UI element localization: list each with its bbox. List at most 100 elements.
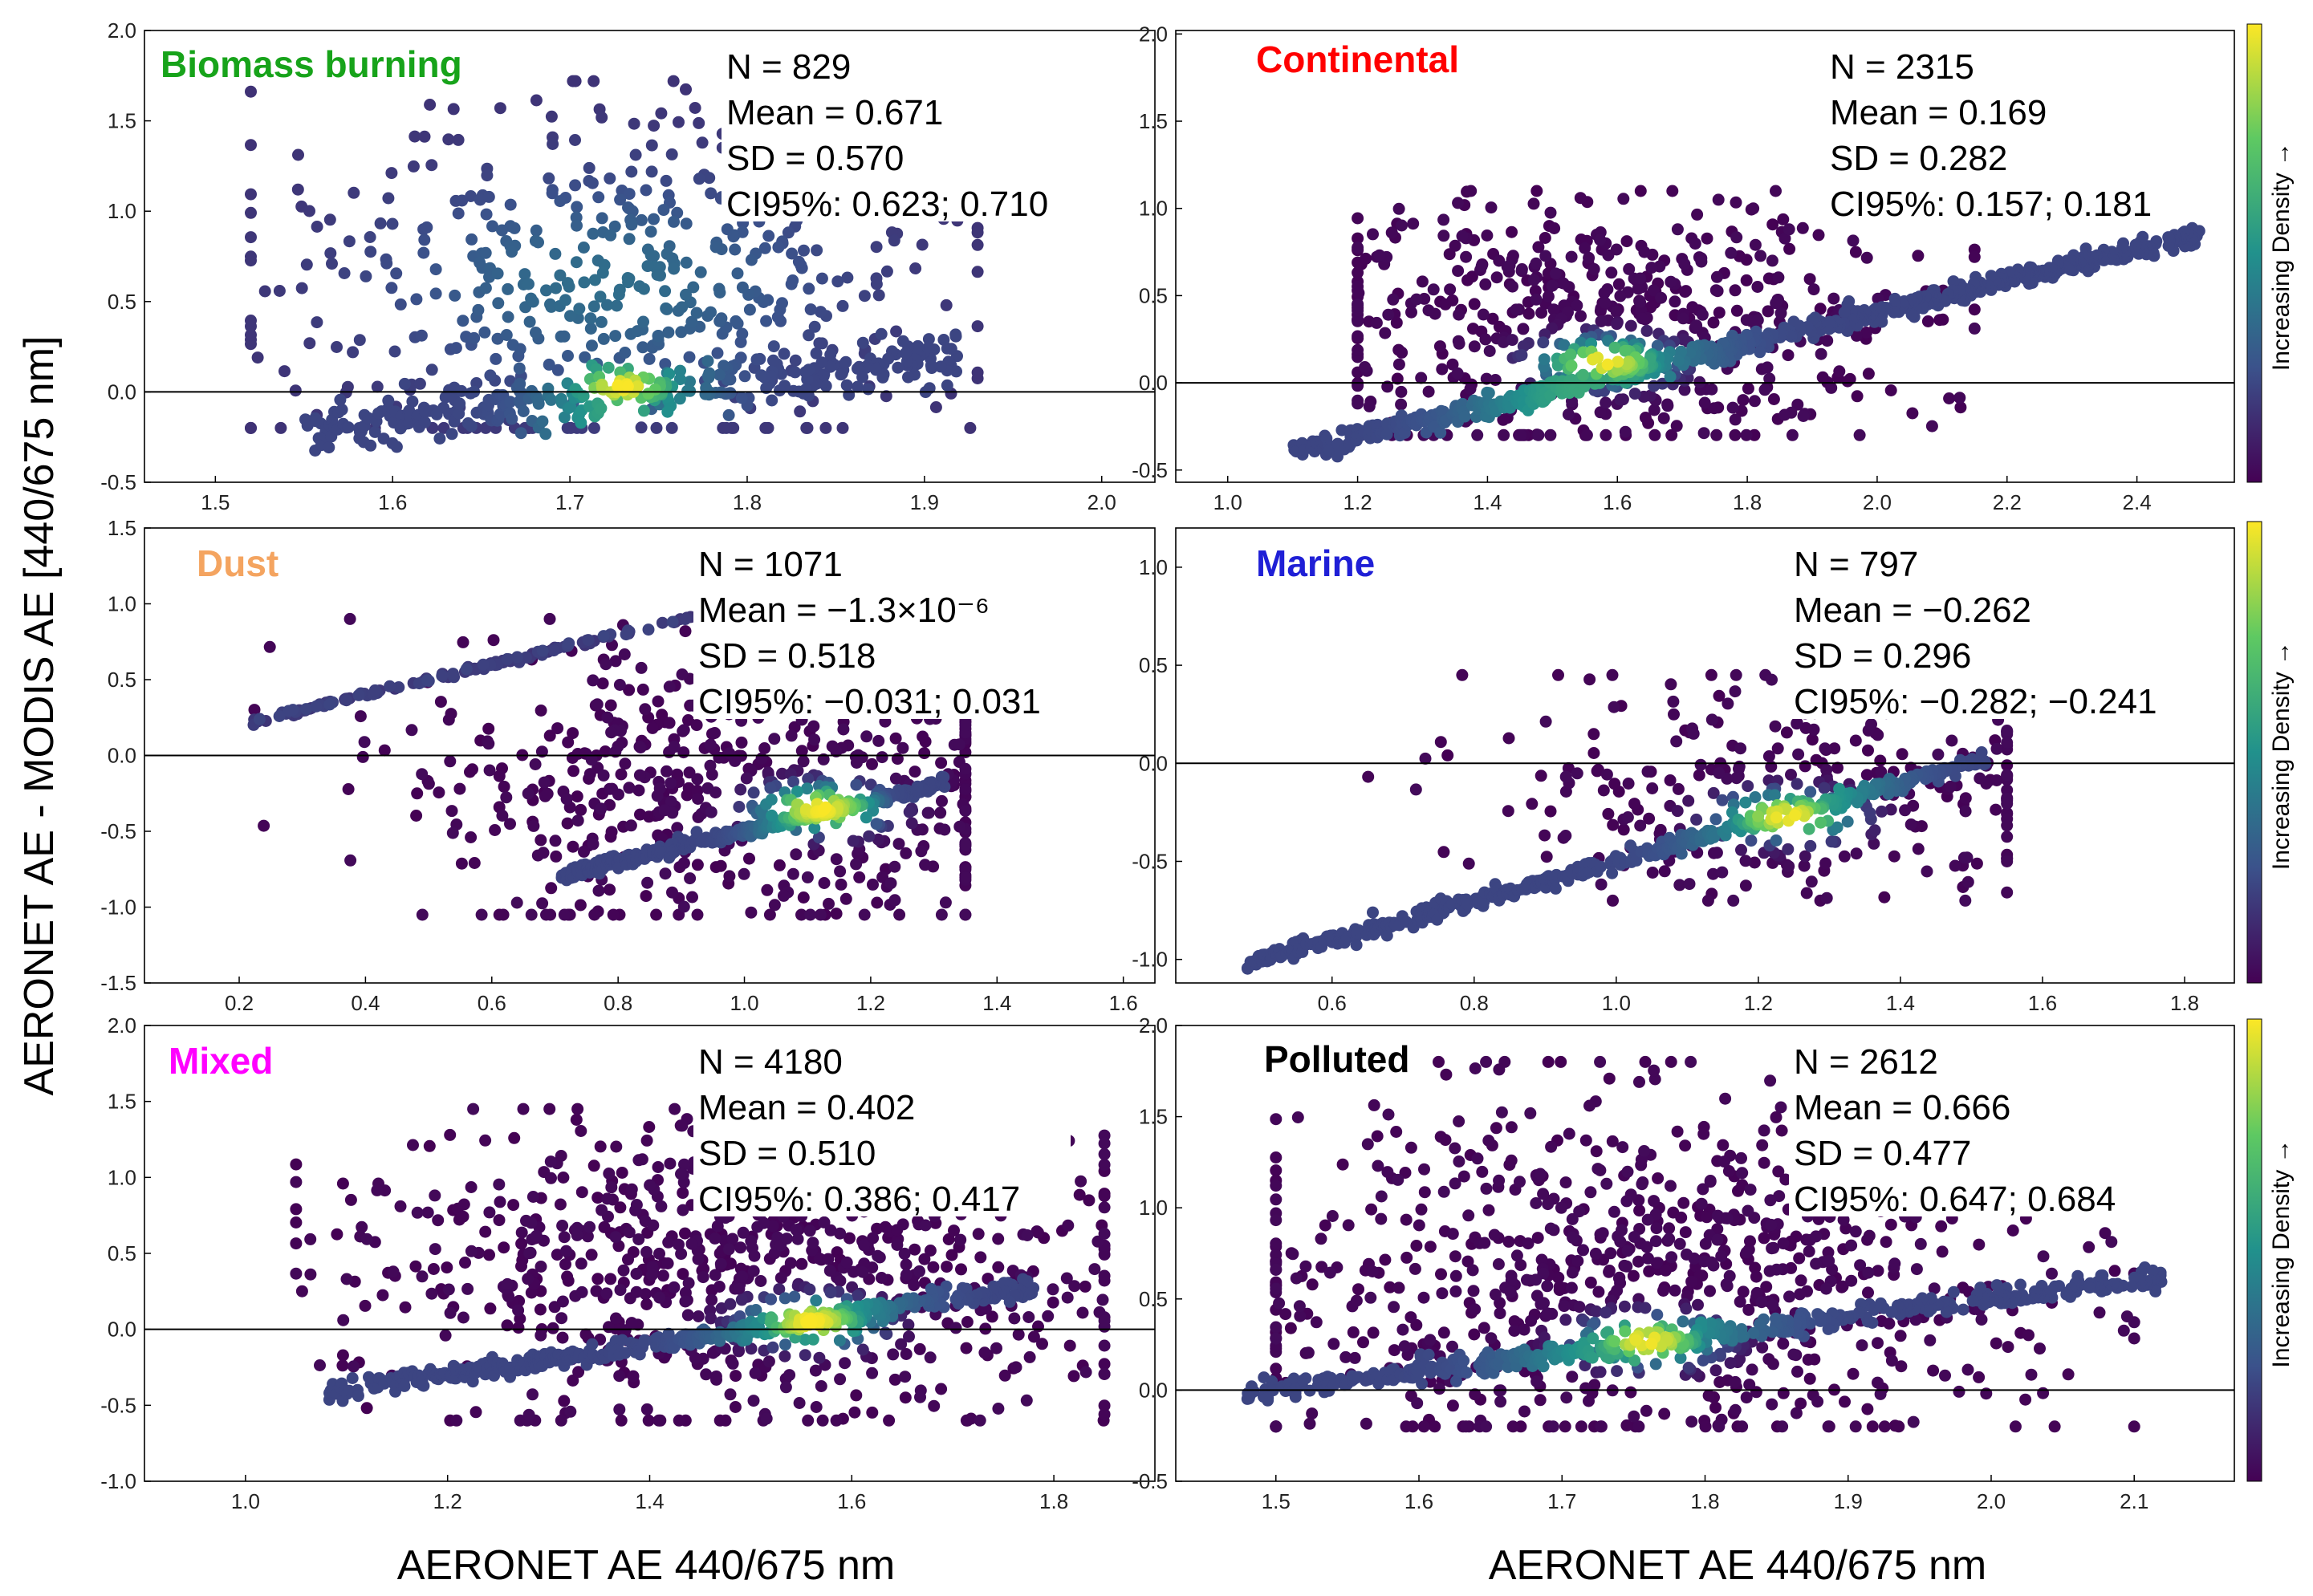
data-point bbox=[510, 896, 523, 909]
data-point bbox=[1643, 812, 1656, 825]
data-point bbox=[425, 159, 438, 172]
data-point bbox=[314, 1359, 326, 1371]
data-point bbox=[1862, 744, 1874, 757]
data-point bbox=[867, 878, 879, 891]
data-point bbox=[1791, 778, 1803, 790]
data-point bbox=[1959, 792, 1972, 805]
data-point bbox=[1446, 294, 1459, 307]
data-point bbox=[1544, 206, 1557, 219]
data-point bbox=[998, 1369, 1011, 1382]
data-point bbox=[841, 271, 854, 284]
data-point bbox=[1010, 1361, 1022, 1374]
data-point bbox=[331, 341, 343, 353]
data-point bbox=[1825, 835, 1838, 848]
data-point bbox=[1503, 259, 1516, 272]
data-point bbox=[790, 1224, 803, 1237]
data-point bbox=[586, 177, 599, 189]
data-point bbox=[394, 298, 407, 311]
data-point bbox=[304, 1233, 317, 1245]
data-point bbox=[880, 390, 892, 403]
data-point bbox=[1787, 315, 1800, 328]
data-point bbox=[883, 1414, 896, 1427]
data-point bbox=[870, 272, 883, 285]
data-point bbox=[875, 1272, 888, 1284]
data-point bbox=[633, 741, 646, 753]
data-point bbox=[596, 677, 609, 690]
data-point bbox=[686, 891, 698, 904]
data-point bbox=[595, 802, 608, 815]
data-point bbox=[738, 370, 751, 383]
data-point bbox=[1083, 1194, 1096, 1207]
data-point bbox=[747, 786, 760, 799]
data-point bbox=[709, 1370, 722, 1383]
data-point bbox=[559, 1258, 571, 1271]
data-point bbox=[517, 1103, 530, 1115]
data-point bbox=[1792, 748, 1805, 761]
data-point bbox=[872, 289, 885, 302]
data-point bbox=[1752, 810, 1765, 822]
y-tick-label: -0.5 bbox=[1132, 849, 1168, 873]
data-point bbox=[1595, 315, 1608, 327]
data-point bbox=[483, 1249, 495, 1261]
data-point bbox=[652, 695, 665, 708]
data-point bbox=[360, 1402, 373, 1415]
data-point bbox=[1608, 701, 1620, 713]
data-point bbox=[1008, 1312, 1021, 1325]
data-point bbox=[530, 94, 543, 107]
data-point bbox=[1565, 250, 1578, 263]
data-point bbox=[579, 351, 591, 363]
data-point bbox=[541, 787, 554, 800]
data-point bbox=[856, 1265, 869, 1278]
x-tick-label: 1.9 bbox=[910, 490, 939, 514]
data-point bbox=[934, 806, 947, 819]
data-point bbox=[592, 191, 605, 204]
data-point bbox=[409, 1260, 422, 1273]
data-point bbox=[614, 1201, 627, 1214]
data-point bbox=[733, 1282, 746, 1295]
data-point bbox=[1020, 1394, 1033, 1407]
data-point bbox=[736, 281, 749, 294]
panel-title: Marine bbox=[1256, 542, 1375, 584]
data-point bbox=[660, 174, 673, 187]
data-point bbox=[682, 1277, 695, 1289]
data-point bbox=[594, 290, 607, 303]
data-point bbox=[839, 1357, 852, 1370]
data-point bbox=[1352, 397, 1364, 410]
data-point bbox=[609, 655, 622, 668]
data-point bbox=[1468, 340, 1481, 353]
data-point bbox=[1762, 272, 1775, 285]
data-point bbox=[512, 1304, 525, 1317]
data-point bbox=[480, 208, 493, 221]
data-point bbox=[583, 161, 596, 174]
data-point bbox=[921, 806, 934, 819]
data-point bbox=[766, 809, 778, 822]
data-point bbox=[1730, 668, 1742, 681]
x-tick-label: 1.2 bbox=[856, 991, 885, 1015]
data-point bbox=[640, 1245, 652, 1258]
data-point bbox=[1619, 425, 1632, 438]
data-point bbox=[680, 256, 693, 269]
data-point bbox=[571, 219, 583, 232]
data-point bbox=[959, 805, 972, 817]
x-tick-label: 1.0 bbox=[1213, 490, 1242, 514]
y-tick-label: 0.0 bbox=[108, 744, 136, 768]
data-point bbox=[543, 358, 555, 371]
data-point bbox=[1762, 305, 1774, 318]
data-point bbox=[629, 148, 642, 161]
data-point bbox=[823, 1265, 836, 1277]
data-point bbox=[1807, 283, 1820, 296]
data-point bbox=[1540, 851, 1553, 863]
scatter-points bbox=[245, 75, 984, 457]
data-point bbox=[1932, 748, 1945, 761]
data-point bbox=[498, 1241, 510, 1254]
data-point bbox=[1444, 283, 1457, 296]
stat-line: CI95%: −0.282; −0.241 bbox=[1794, 682, 2157, 721]
data-point bbox=[1575, 310, 1587, 323]
data-point bbox=[612, 788, 624, 801]
data-point bbox=[392, 681, 405, 693]
data-point bbox=[760, 382, 773, 395]
data-point bbox=[535, 745, 548, 758]
data-point bbox=[1921, 865, 1933, 878]
data-point bbox=[785, 278, 798, 290]
data-point bbox=[583, 768, 596, 781]
